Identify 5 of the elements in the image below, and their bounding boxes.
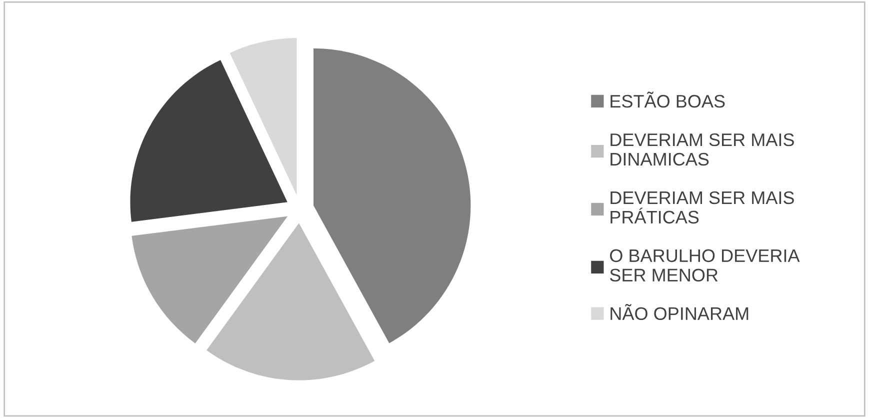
legend-label: DEVERIAM SER MAIS PRÁTICAS — [610, 191, 794, 224]
legend-label: DEVERIAM SER MAIS DINAMICAS — [610, 133, 794, 166]
legend-label: ESTÃO BOAS — [610, 92, 725, 108]
legend-label: O BARULHO DEVERIA SER MENOR — [610, 249, 800, 282]
legend-label: NÃO OPINARAM — [610, 304, 748, 320]
